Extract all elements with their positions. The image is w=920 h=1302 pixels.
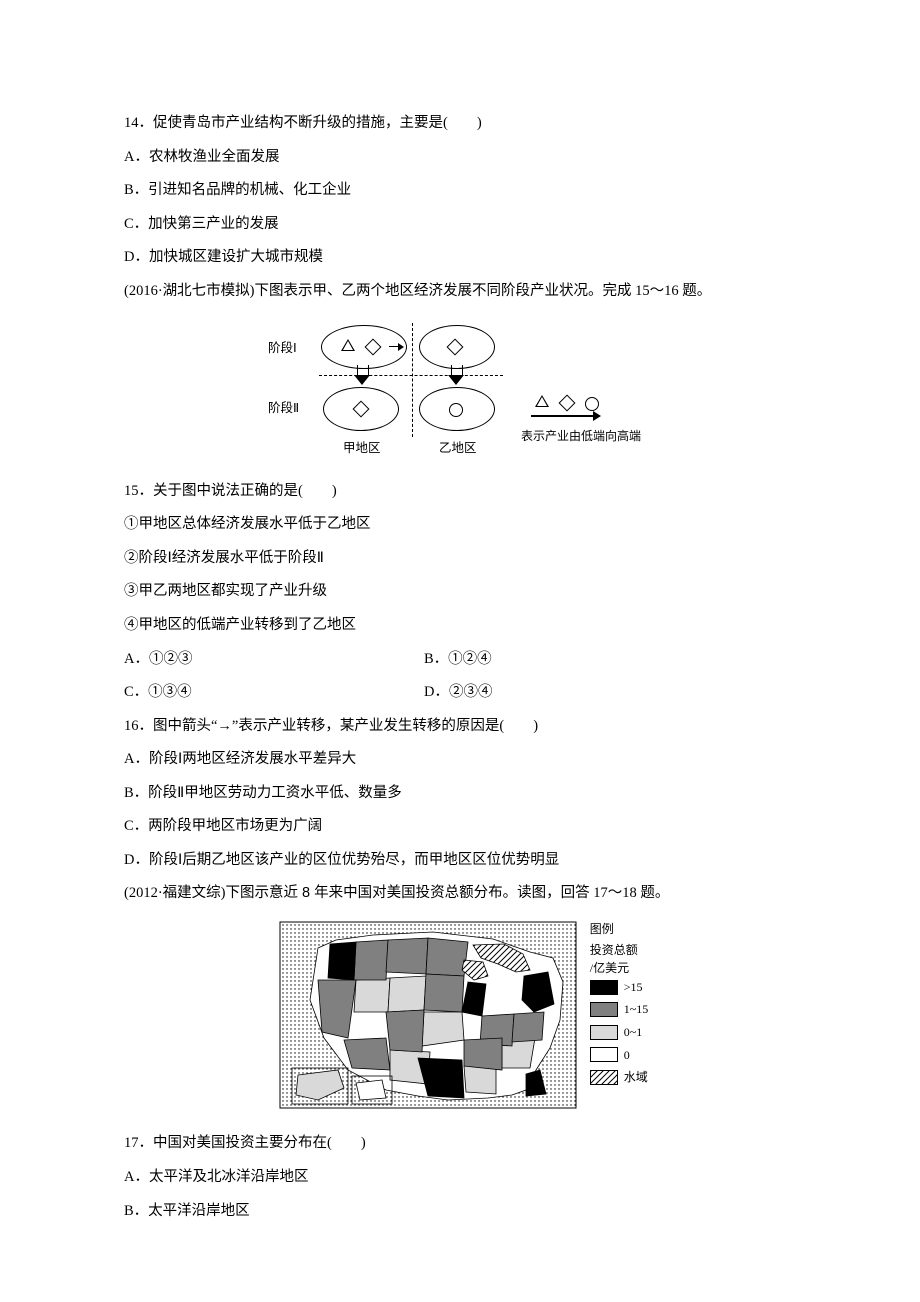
legend-subtitle-1: 投资总额 [590, 941, 649, 960]
q14-opt-a[interactable]: A．农林牧渔业全面发展 [124, 144, 802, 172]
us-map-svg [278, 920, 578, 1110]
fig1-vline [412, 323, 413, 437]
q15-statement-3: ③甲乙两地区都实现了产业升级 [124, 578, 802, 606]
q15-opt-b[interactable]: B．①②④ [424, 646, 724, 674]
fig1-stage2-label: 阶段Ⅱ [268, 397, 299, 421]
intro-17-prefix: (2012·福建文综) [124, 885, 226, 901]
arrow-right-icon [389, 343, 405, 351]
q15-statement-1: ①甲地区总体经济发展水平低于乙地区 [124, 511, 802, 539]
intro-15-16: (2016·湖北七市模拟)下图表示甲、乙两个地区经济发展不同阶段产业状况。完成 … [124, 278, 802, 306]
legend-row-water: 水域 [590, 1068, 649, 1087]
arrow-down-icon [449, 365, 463, 385]
intro-15-suffix: 完成 15～16 题。 [603, 283, 712, 299]
q15-opt-d[interactable]: D．②③④ [424, 679, 724, 707]
fig1-stage1-label: 阶段Ⅰ [268, 337, 297, 361]
page: 14．促使青岛市产业结构不断升级的措施，主要是( ) A．农林牧渔业全面发展 B… [0, 0, 920, 1291]
legend-swatch [590, 1047, 618, 1062]
intro-15-bold: 下图表示甲、乙两个地区经济发展不同阶段产业状况。 [255, 283, 603, 299]
triangle-icon [341, 339, 355, 351]
legend-row: 1~15 [590, 1000, 649, 1019]
intro-17-bold: 下图示意近 8 年来中国对美国投资总额分布。 [226, 885, 518, 901]
q17-stem: 17．中国对美国投资主要分布在( ) [124, 1130, 802, 1158]
legend-subtitle-2: /亿美元 [590, 959, 649, 978]
q15-stem: 15．关于图中说法正确的是( ) [124, 478, 802, 506]
legend-swatch [590, 980, 618, 995]
q16-stem: 16．图中箭头“→”表示产业转移，某产业发生转移的原因是( ) [124, 713, 802, 741]
arrow-down-icon [355, 365, 369, 385]
q16-opt-b[interactable]: B．阶段Ⅱ甲地区劳动力工资水平低、数量多 [124, 780, 802, 808]
triangle-icon [535, 395, 549, 407]
q17-opt-b[interactable]: B．太平洋沿岸地区 [124, 1198, 802, 1226]
intro-15-prefix: (2016·湖北七市模拟) [124, 283, 255, 299]
q16-opt-a[interactable]: A．阶段Ⅰ两地区经济发展水平差异大 [124, 746, 802, 774]
fig1-yi-caption: 乙地区 [439, 437, 477, 461]
q16-opt-d[interactable]: D．阶段Ⅰ后期乙地区该产业的区位优势殆尽，而甲地区区位优势明显 [124, 847, 802, 875]
q14-opt-b[interactable]: B．引进知名品牌的机械、化工企业 [124, 177, 802, 205]
q14-stem: 14．促使青岛市产业结构不断升级的措施，主要是( ) [124, 110, 802, 138]
q16-opt-c[interactable]: C．两阶段甲地区市场更为广阔 [124, 813, 802, 841]
q15-statement-4: ④甲地区的低端产业转移到了乙地区 [124, 612, 802, 640]
legend-row: >15 [590, 978, 649, 997]
intro-17-suffix: 读图，回答 17～18 题。 [517, 885, 669, 901]
intro-17-18: (2012·福建文综)下图示意近 8 年来中国对美国投资总额分布。读图，回答 1… [124, 880, 802, 908]
figure-industry-diagram: 阶段Ⅰ 阶段Ⅱ [124, 317, 802, 468]
q15-statement-2: ②阶段Ⅰ经济发展水平低于阶段Ⅱ [124, 545, 802, 573]
legend-label: 0 [624, 1046, 630, 1065]
legend-swatch-water [590, 1070, 618, 1085]
circle-icon [585, 397, 599, 411]
fig1-legend-text: 表示产业由低端向高端 [521, 425, 641, 448]
legend-title: 图例 [590, 920, 649, 939]
legend-row: 0 [590, 1046, 649, 1065]
legend-label-water: 水域 [624, 1068, 648, 1087]
map-legend: 图例 投资总额 /亿美元 >15 1~15 0~1 0 水域 [590, 920, 649, 1091]
q14-opt-c[interactable]: C．加快第三产业的发展 [124, 211, 802, 239]
legend-label: 1~15 [624, 1000, 649, 1019]
q17-opt-a[interactable]: A．太平洋及北冰洋沿岸地区 [124, 1164, 802, 1192]
diamond-icon [559, 395, 576, 412]
q15-opt-c[interactable]: C．①③④ [124, 679, 424, 707]
legend-label: >15 [624, 978, 643, 997]
legend-row: 0~1 [590, 1023, 649, 1042]
figure-us-investment-map: 图例 投资总额 /亿美元 >15 1~15 0~1 0 水域 [124, 920, 802, 1121]
q14-opt-d[interactable]: D．加快城区建设扩大城市规模 [124, 244, 802, 272]
legend-swatch [590, 1025, 618, 1040]
fig1-jia-caption: 甲地区 [343, 437, 381, 461]
legend-label: 0~1 [624, 1023, 643, 1042]
q15-opt-a[interactable]: A．①②③ [124, 646, 424, 674]
fig1-hline [319, 375, 503, 376]
legend-swatch [590, 1002, 618, 1017]
